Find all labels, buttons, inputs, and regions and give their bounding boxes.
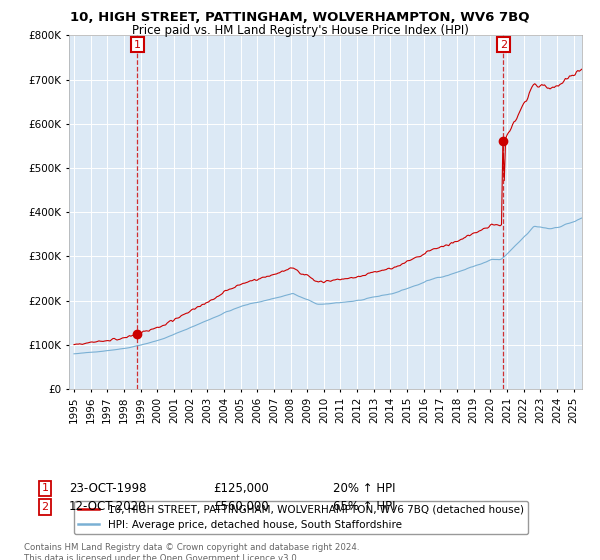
Text: 23-OCT-1998: 23-OCT-1998 [69,482,146,495]
Text: 12-OCT-2020: 12-OCT-2020 [69,500,146,514]
Text: 2: 2 [500,40,507,50]
Text: 10, HIGH STREET, PATTINGHAM, WOLVERHAMPTON, WV6 7BQ: 10, HIGH STREET, PATTINGHAM, WOLVERHAMPT… [70,11,530,24]
Text: 1: 1 [134,40,141,50]
Legend: 10, HIGH STREET, PATTINGHAM, WOLVERHAMPTON, WV6 7BQ (detached house), HPI: Avera: 10, HIGH STREET, PATTINGHAM, WOLVERHAMPT… [74,501,528,534]
Text: Price paid vs. HM Land Registry's House Price Index (HPI): Price paid vs. HM Land Registry's House … [131,24,469,36]
Text: 2: 2 [41,502,49,512]
Text: £560,000: £560,000 [213,500,269,514]
Text: £125,000: £125,000 [213,482,269,495]
Text: Contains HM Land Registry data © Crown copyright and database right 2024.
This d: Contains HM Land Registry data © Crown c… [24,543,359,560]
Text: 20% ↑ HPI: 20% ↑ HPI [333,482,395,495]
Text: 1: 1 [41,483,49,493]
Text: 65% ↑ HPI: 65% ↑ HPI [333,500,395,514]
